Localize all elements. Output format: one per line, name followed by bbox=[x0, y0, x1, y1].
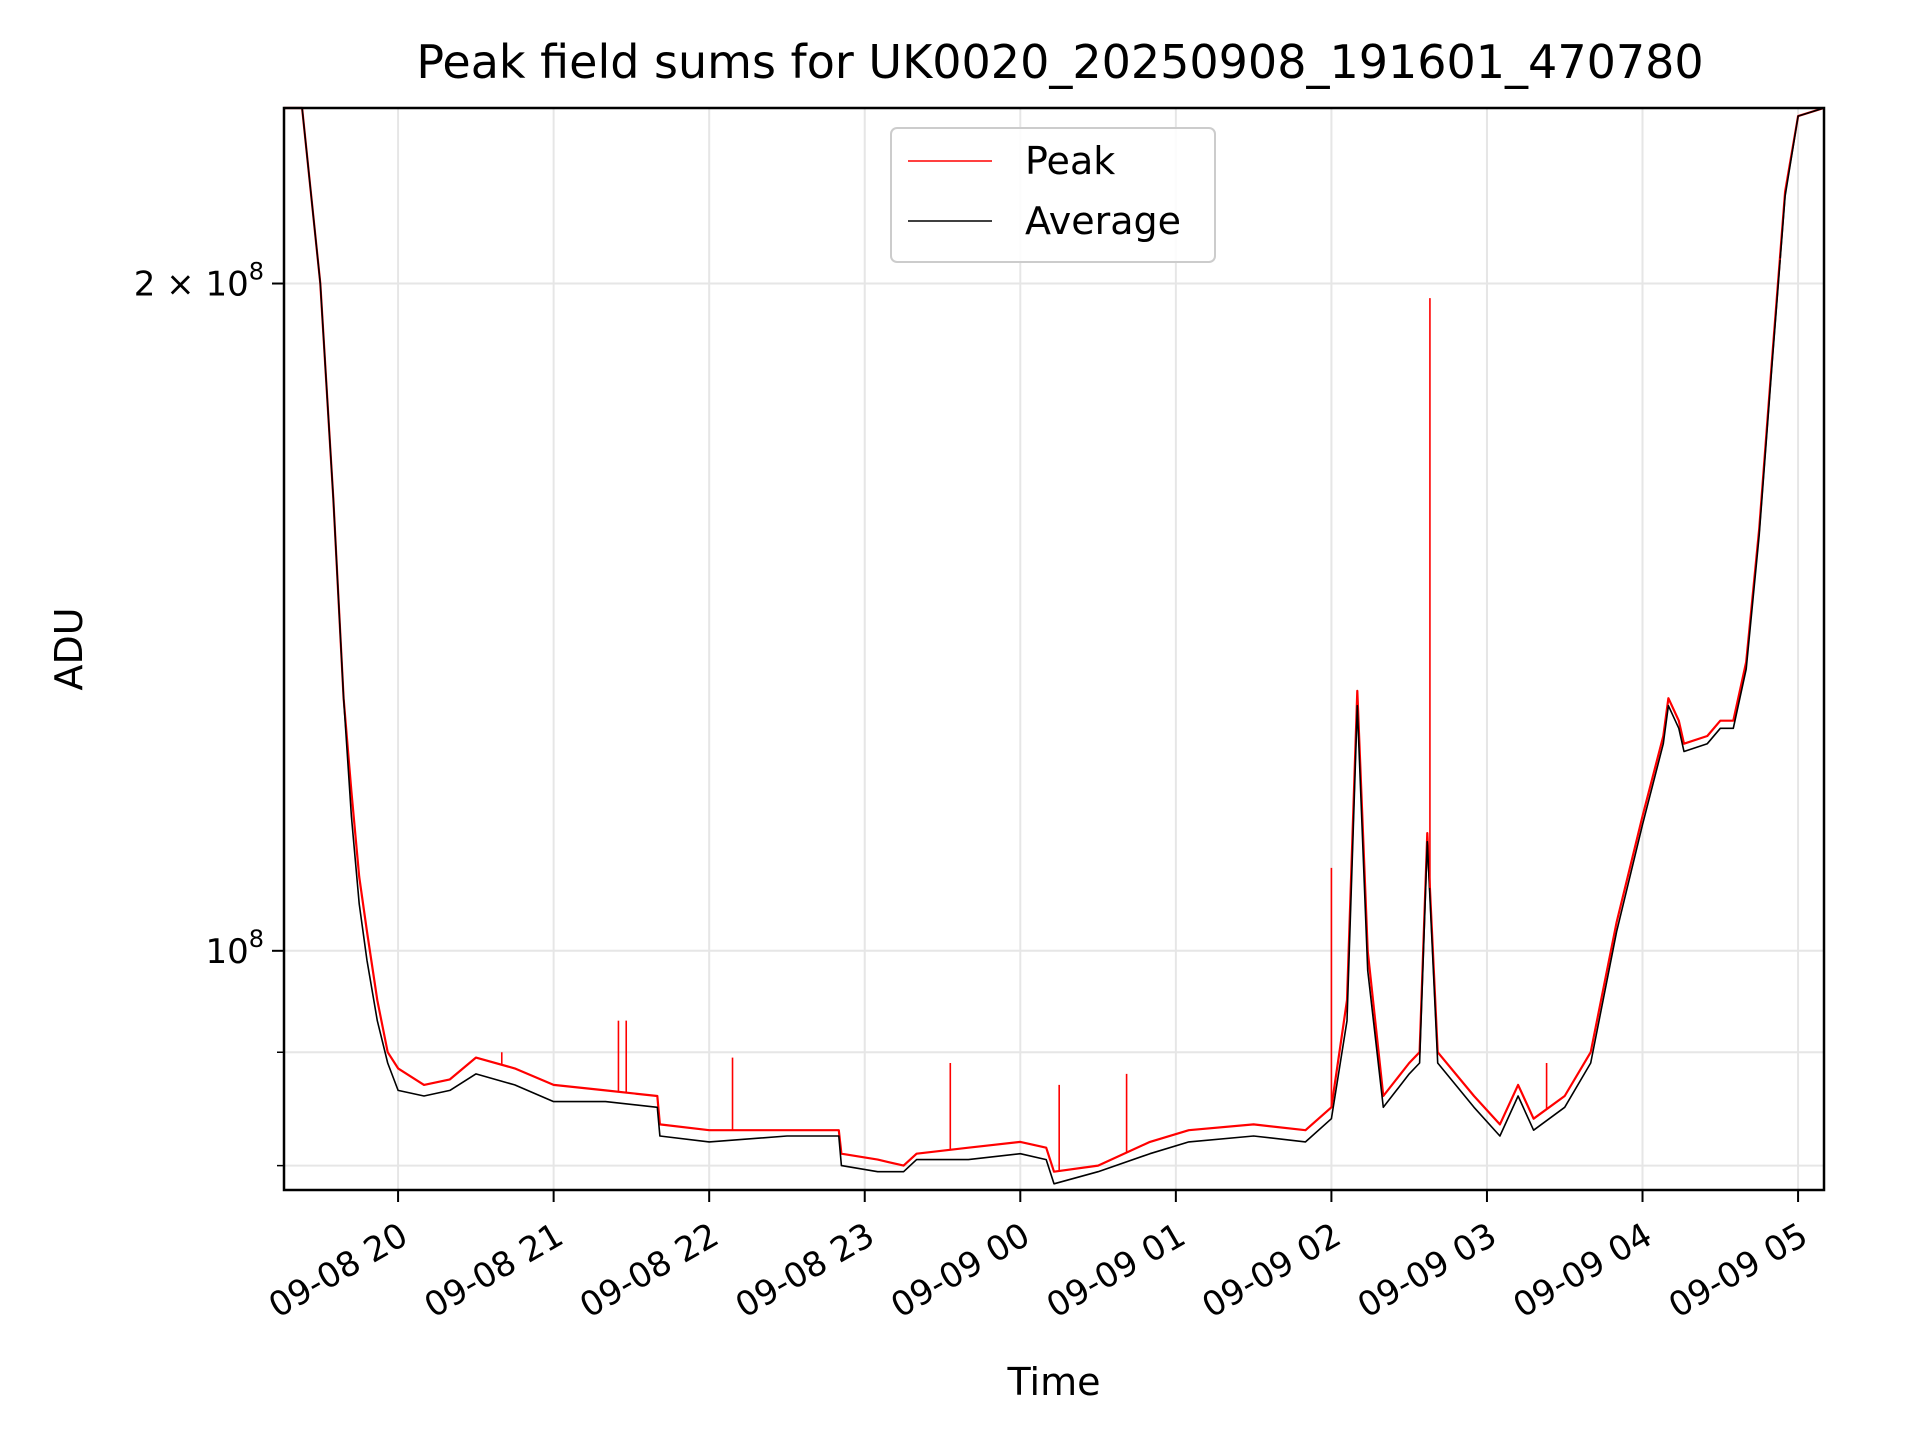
series-line-peak bbox=[284, 106, 1825, 1173]
y-tick-label: 108 bbox=[205, 925, 264, 972]
legend-label-peak: Peak bbox=[1025, 139, 1115, 183]
chart-title: Peak field sums for UK0020_20250908_1916… bbox=[416, 35, 1703, 89]
legend-label-average: Average bbox=[1025, 199, 1181, 243]
legend: Peak Average bbox=[890, 127, 1216, 263]
x-axis-label: Time bbox=[1007, 1360, 1101, 1404]
plot-frame bbox=[282, 106, 1826, 1192]
y-tick-label: 2 × 108 bbox=[134, 258, 264, 305]
grid-lines bbox=[284, 108, 1824, 1190]
series-layer bbox=[284, 106, 1825, 1185]
y-axis-label: ADU bbox=[47, 607, 91, 690]
series-line-average bbox=[284, 107, 1825, 1185]
y-axis: 2 × 108 108 bbox=[134, 258, 284, 1167]
